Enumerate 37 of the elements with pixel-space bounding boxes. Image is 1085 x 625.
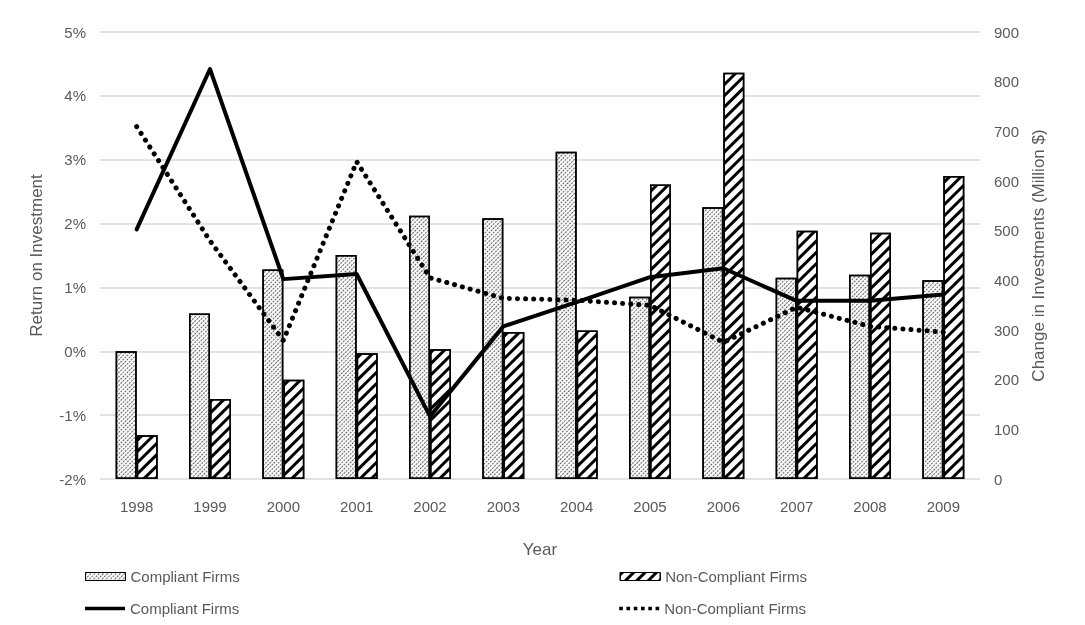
x-tick-label: 2007: [779, 498, 814, 515]
legend-label: Non-Compliant Firms: [665, 568, 807, 585]
x-axis-title: Year: [522, 540, 558, 559]
x-tick-label: 2001: [339, 498, 374, 515]
y-tick-label: 0%: [64, 342, 86, 360]
y2-tick-label: 300: [994, 321, 1020, 339]
y2-tick-label: 400: [994, 271, 1020, 289]
y-tick-label: 3%: [64, 151, 86, 169]
y-tick-label: 1%: [64, 278, 86, 296]
y2-tick-label: 200: [994, 371, 1020, 389]
y2-tick-label: 800: [994, 73, 1020, 91]
x-tick-label: 1998: [119, 498, 154, 515]
y-tick-label: -2%: [59, 470, 86, 488]
y2-tick-label: 600: [994, 172, 1020, 190]
y2-tick-label: 100: [994, 420, 1020, 438]
y-tick-label: 2%: [64, 215, 86, 233]
x-tick-label: 2002: [413, 498, 447, 515]
x-tick-label: 2000: [266, 498, 301, 515]
x-tick-label: 2008: [853, 498, 887, 515]
y2-tick-label: 0: [994, 470, 1003, 488]
legend-label: Compliant Firms: [130, 568, 240, 585]
x-tick-label: 2004: [559, 498, 594, 515]
x-tick-label: 2003: [486, 498, 521, 515]
x-tick-label: 2006: [706, 498, 741, 515]
y-tick-label: -1%: [59, 406, 86, 424]
y2-tick-label: 900: [994, 23, 1020, 41]
x-tick-label: 2009: [926, 498, 961, 515]
y2-tick-label: 700: [994, 122, 1020, 140]
x-tick-label: 1999: [193, 498, 227, 515]
y2-tick-label: 500: [994, 222, 1020, 240]
y2-axis-title: Change in Investments (Million $): [1029, 129, 1048, 382]
y-tick-label: 5%: [64, 23, 86, 41]
y-axis-title: Return on Investment: [27, 173, 46, 337]
x-tick-label: 2005: [633, 498, 667, 515]
y-tick-label: 4%: [64, 87, 86, 105]
legend-label: Non-Compliant Firms: [664, 600, 806, 617]
legend-label: Compliant Firms: [130, 600, 240, 617]
